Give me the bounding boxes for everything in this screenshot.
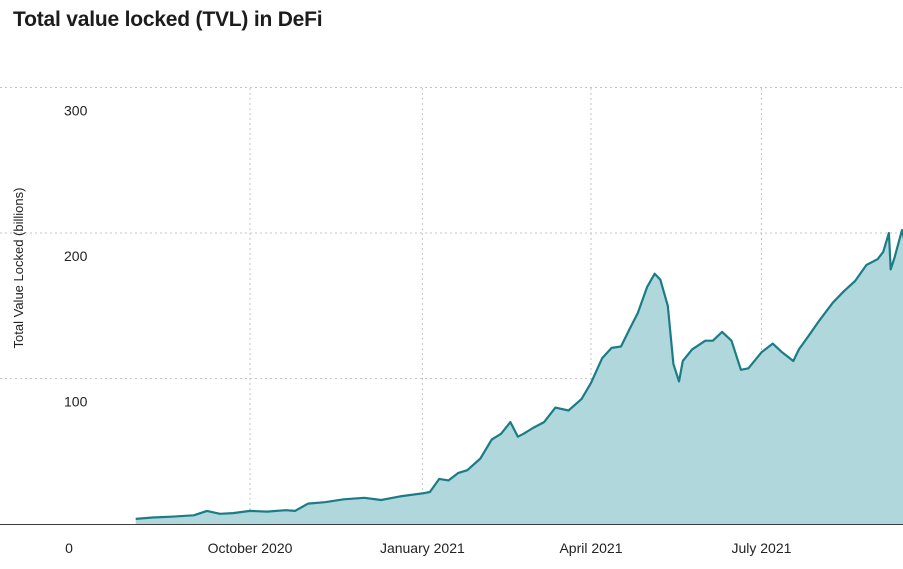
tvl-series-line	[135, 229, 903, 520]
tvl-area-fill	[135, 230, 903, 524]
chart-title: Total value locked (TVL) in DeFi	[13, 8, 323, 31]
x-tick-label: January 2021	[380, 540, 465, 556]
y-tick-label: 200	[64, 248, 88, 264]
tick-label-layer: 0 100 200 300 October 2020 January 2021 April …	[64, 103, 792, 557]
y-tick-label: 100	[64, 394, 88, 410]
grid-layer	[0, 87, 903, 524]
x-tick-label: October 2020	[208, 540, 293, 556]
x-tick-label: April 2021	[559, 540, 622, 556]
y-tick-label: 0	[65, 540, 73, 556]
y-tick-label: 300	[64, 103, 88, 119]
x-tick-label: July 2021	[731, 540, 791, 556]
y-axis-label: Total Value Locked (billions)	[11, 188, 26, 349]
